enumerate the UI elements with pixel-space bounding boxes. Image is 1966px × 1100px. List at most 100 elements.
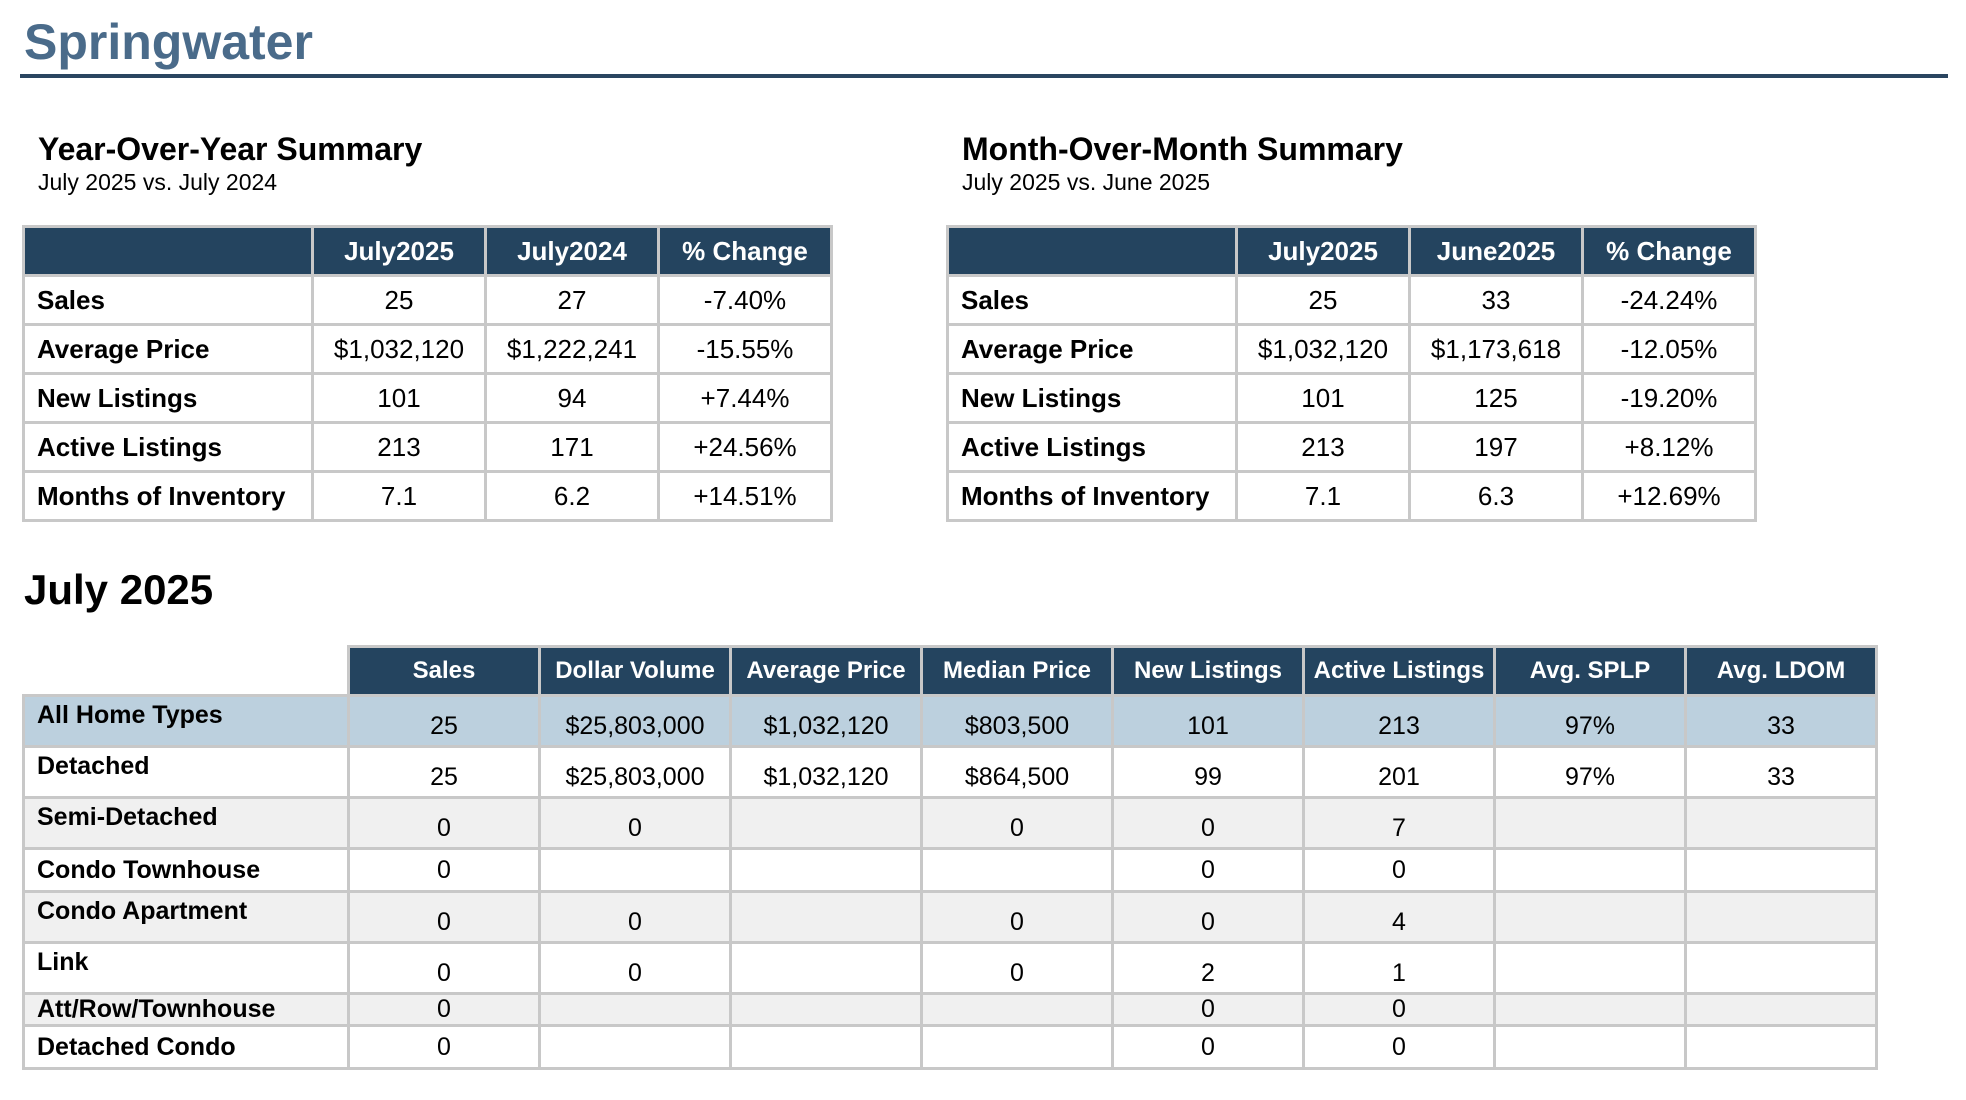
table-cell: $864,500	[920, 745, 1114, 799]
row-label: Sales	[22, 274, 314, 326]
value-cell: $1,173,618	[1408, 323, 1584, 375]
table-cell: $25,803,000	[538, 694, 732, 748]
value-cell: 33	[1408, 274, 1584, 326]
row-label: New Listings	[22, 372, 314, 424]
table-cell: 0	[1302, 992, 1496, 1027]
mom-heading: Month-Over-Month Summary	[962, 131, 1403, 167]
row-label: Active Listings	[22, 421, 314, 473]
table-cell	[1684, 992, 1878, 1027]
mom-row-active-listings: Active Listings 213 197 +8.12%	[946, 421, 1757, 473]
change-cell: -15.55%	[657, 323, 833, 375]
value-cell: 171	[484, 421, 660, 473]
table-cell: 25	[347, 745, 541, 799]
change-cell: -24.24%	[1581, 274, 1757, 326]
row-condo-townhouse: Condo Townhouse 0 0 0	[22, 847, 1878, 893]
col-header-sales: Sales	[347, 645, 541, 697]
title-rule	[20, 74, 1948, 78]
table-cell: 0	[920, 796, 1114, 850]
table-cell: 0	[347, 890, 541, 944]
mom-col-header: July2025	[1235, 225, 1411, 277]
table-cell	[920, 992, 1114, 1027]
row-label: Att/Row/Townhouse	[22, 992, 350, 1027]
table-cell: 0	[347, 796, 541, 850]
row-label: Detached Condo	[22, 1024, 350, 1070]
change-cell: +14.51%	[657, 470, 833, 522]
yoy-corner-cell	[22, 225, 314, 277]
table-cell: 97%	[1493, 694, 1687, 748]
table-cell: 0	[1302, 1024, 1496, 1070]
table-cell	[538, 992, 732, 1027]
yoy-subheading: July 2025 vs. July 2024	[38, 169, 278, 195]
yoy-col-header: July2024	[484, 225, 660, 277]
table-cell: 0	[1111, 1024, 1305, 1070]
table-cell: 0	[1302, 847, 1496, 893]
table-cell	[729, 890, 923, 944]
monthly-corner-cell	[22, 645, 350, 697]
yoy-table: July2025 July2024 % Change Sales 25 27 -…	[22, 225, 833, 522]
table-cell: 0	[347, 941, 541, 995]
table-cell: 2	[1111, 941, 1305, 995]
yoy-row-sales: Sales 25 27 -7.40%	[22, 274, 833, 326]
row-label: Link	[22, 941, 350, 995]
value-cell: 101	[1235, 372, 1411, 424]
month-section-title: July 2025	[24, 566, 214, 613]
table-cell: 25	[347, 694, 541, 748]
table-cell: 0	[538, 890, 732, 944]
col-header-active-listings: Active Listings	[1302, 645, 1496, 697]
row-label: Months of Inventory	[22, 470, 314, 522]
table-cell	[729, 796, 923, 850]
yoy-header-row: July2025 July2024 % Change	[22, 225, 833, 277]
table-cell: $1,032,120	[729, 745, 923, 799]
mom-table: July2025 June2025 % Change Sales 25 33 -…	[946, 225, 1757, 522]
mom-corner-cell	[946, 225, 1238, 277]
table-cell	[1684, 1024, 1878, 1070]
row-label: Average Price	[22, 323, 314, 375]
table-cell	[920, 847, 1114, 893]
table-cell	[1684, 941, 1878, 995]
row-all-home-types: All Home Types 25 $25,803,000 $1,032,120…	[22, 694, 1878, 748]
change-cell: -19.20%	[1581, 372, 1757, 424]
table-cell: 1	[1302, 941, 1496, 995]
table-cell: 0	[347, 992, 541, 1027]
row-semi-detached: Semi-Detached 0 0 0 0 7	[22, 796, 1878, 850]
table-cell: 99	[1111, 745, 1305, 799]
col-header-median-price: Median Price	[920, 645, 1114, 697]
table-cell	[729, 1024, 923, 1070]
mom-row-average-price: Average Price $1,032,120 $1,173,618 -12.…	[946, 323, 1757, 375]
row-label: Average Price	[946, 323, 1238, 375]
value-cell: 125	[1408, 372, 1584, 424]
table-cell: 101	[1111, 694, 1305, 748]
row-detached: Detached 25 $25,803,000 $1,032,120 $864,…	[22, 745, 1878, 799]
change-cell: -7.40%	[657, 274, 833, 326]
col-header-avg-splp: Avg. SPLP	[1493, 645, 1687, 697]
table-cell	[729, 941, 923, 995]
row-label: Active Listings	[946, 421, 1238, 473]
table-cell	[538, 1024, 732, 1070]
table-cell	[729, 992, 923, 1027]
row-label: All Home Types	[22, 694, 350, 748]
mom-row-sales: Sales 25 33 -24.24%	[946, 274, 1757, 326]
col-header-avg-ldom: Avg. LDOM	[1684, 645, 1878, 697]
change-cell: +7.44%	[657, 372, 833, 424]
row-label: Months of Inventory	[946, 470, 1238, 522]
table-cell	[538, 847, 732, 893]
page-title: Springwater	[24, 14, 313, 70]
value-cell: 94	[484, 372, 660, 424]
yoy-col-header: July2025	[311, 225, 487, 277]
row-label: Condo Townhouse	[22, 847, 350, 893]
yoy-heading-block: Year-Over-Year Summary July 2025 vs. Jul…	[38, 130, 422, 196]
table-cell	[1493, 890, 1687, 944]
col-header-average-price: Average Price	[729, 645, 923, 697]
value-cell: 7.1	[1235, 470, 1411, 522]
change-cell: +8.12%	[1581, 421, 1757, 473]
row-label: Semi-Detached	[22, 796, 350, 850]
row-att-row-townhouse: Att/Row/Townhouse 0 0 0	[22, 992, 1878, 1027]
row-condo-apartment: Condo Apartment 0 0 0 0 4	[22, 890, 1878, 944]
table-cell: 0	[347, 847, 541, 893]
row-link: Link 0 0 0 2 1	[22, 941, 1878, 995]
table-cell: 33	[1684, 745, 1878, 799]
table-cell: 97%	[1493, 745, 1687, 799]
value-cell: 101	[311, 372, 487, 424]
mom-row-months-of-inventory: Months of Inventory 7.1 6.3 +12.69%	[946, 470, 1757, 522]
table-cell	[1684, 847, 1878, 893]
